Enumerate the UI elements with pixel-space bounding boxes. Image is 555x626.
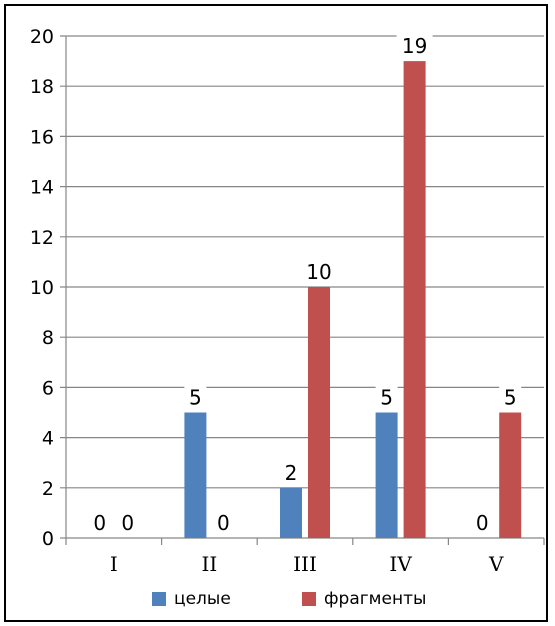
data-label: 5 (380, 386, 393, 410)
y-tick-label: 20 (30, 26, 54, 48)
data-label: 5 (504, 386, 517, 410)
bar-series-2 (308, 287, 330, 538)
legend-label: фрагменты (324, 589, 426, 609)
y-tick-label: 2 (42, 478, 54, 500)
x-tick-label: IV (389, 552, 412, 576)
data-label: 0 (121, 511, 134, 535)
bar-series-2 (403, 61, 426, 538)
data-label-background (375, 385, 398, 408)
data-label: 10 (306, 260, 331, 284)
legend-label: целые (174, 589, 231, 609)
y-tick-label: 14 (30, 177, 54, 199)
bar-series-2 (499, 412, 522, 538)
data-label-background (88, 511, 111, 533)
y-tick-label: 18 (30, 76, 54, 98)
data-label-background (471, 511, 494, 533)
x-tick-label: II (201, 552, 217, 576)
data-label: 2 (285, 461, 298, 485)
data-label-background (184, 385, 207, 408)
data-label-background (301, 260, 337, 282)
data-label-background (280, 460, 302, 483)
data-label-background (116, 511, 139, 533)
data-label: 0 (476, 511, 489, 535)
y-tick-label: 8 (42, 327, 54, 349)
data-label-background (396, 34, 433, 57)
x-tick-label: I (110, 552, 118, 576)
y-tick-label: 10 (30, 277, 54, 299)
y-tick-label: 12 (30, 227, 54, 249)
data-label-background (499, 385, 522, 408)
data-label: 0 (93, 511, 106, 535)
data-label: 19 (402, 34, 427, 58)
y-tick-label: 4 (42, 428, 54, 450)
x-tick-label: III (293, 552, 317, 576)
y-tick-label: 0 (42, 528, 54, 550)
y-tick-label: 6 (42, 377, 54, 399)
legend-swatch-series-1 (152, 592, 166, 606)
bar-series-1 (184, 412, 207, 538)
y-tick-label: 16 (30, 126, 54, 148)
data-label: 0 (217, 511, 230, 535)
bar-series-1 (280, 487, 302, 538)
x-tick-label: V (488, 552, 504, 576)
data-label-background (212, 511, 235, 533)
data-label: 5 (189, 386, 202, 410)
bar-series-1 (375, 412, 398, 538)
legend-swatch-series-2 (302, 592, 316, 606)
